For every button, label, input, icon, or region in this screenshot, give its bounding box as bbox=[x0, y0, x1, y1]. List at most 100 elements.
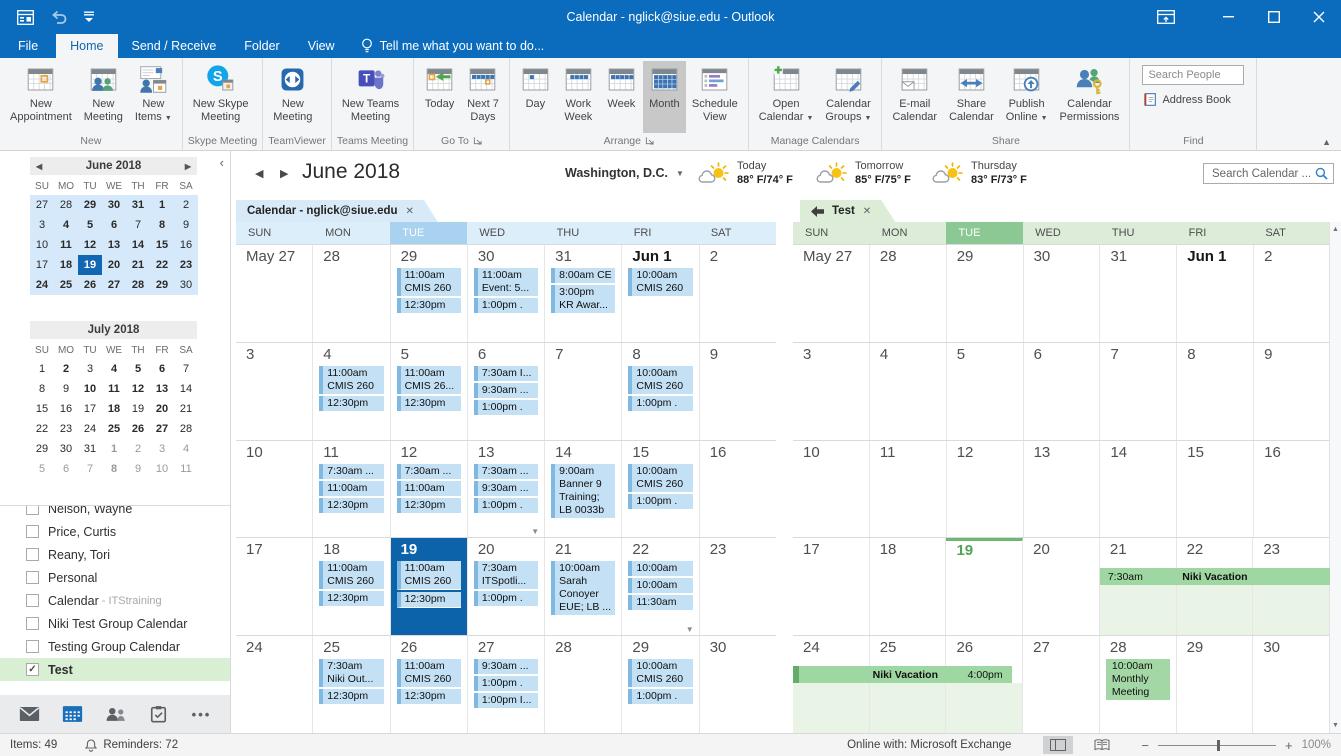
ribbon-button-share-calendar[interactable]: Share Calendar bbox=[943, 61, 1000, 133]
day-cell-may-27[interactable]: May 27 bbox=[236, 245, 314, 342]
calendar-nav-icon[interactable] bbox=[51, 695, 94, 733]
day-cell-9[interactable]: 9 bbox=[1254, 343, 1330, 440]
day-cell-31[interactable]: 31 bbox=[1100, 245, 1178, 342]
mini-day-7[interactable]: 7 bbox=[134, 219, 142, 231]
mini-day-9[interactable]: 9 bbox=[62, 383, 70, 395]
weather-location[interactable]: Washington, D.C. ▼ bbox=[565, 166, 684, 180]
mini-day-1[interactable]: 1 bbox=[38, 363, 46, 375]
checkbox[interactable] bbox=[26, 617, 39, 630]
day-cell-30[interactable]: 30 bbox=[1024, 245, 1101, 342]
mini-day-26[interactable]: 26 bbox=[83, 279, 97, 291]
mini-day-24[interactable]: 24 bbox=[83, 423, 97, 435]
day-cell-29[interactable]: 29 11:00am CMIS 260 12:30pm bbox=[391, 245, 468, 342]
ribbon-button-e-mail-calendar[interactable]: E-mail Calendar bbox=[886, 61, 943, 133]
ribbon-display-options-icon[interactable] bbox=[1143, 0, 1188, 34]
mini-day-26[interactable]: 26 bbox=[131, 423, 145, 435]
day-cell-16[interactable]: 16 bbox=[700, 441, 776, 538]
day-cell-2[interactable]: 2 bbox=[1254, 245, 1330, 342]
day-cell-30[interactable]: 30 bbox=[1253, 636, 1331, 733]
mini-day-5[interactable]: 5 bbox=[38, 463, 46, 475]
mini-day-3[interactable]: 3 bbox=[38, 219, 46, 231]
ribbon-button-calendar-permissions[interactable]: Calendar Permissions bbox=[1054, 61, 1126, 133]
event-chip[interactable]: 7:30am ... bbox=[473, 463, 539, 479]
day-cell-25[interactable]: 25 7:30am Niki Out... 12:30pm bbox=[313, 636, 391, 733]
mini-day-5[interactable]: 5 bbox=[86, 219, 94, 231]
event-chip[interactable]: 10:00am CMIS 260 bbox=[628, 268, 693, 296]
checkbox[interactable] bbox=[26, 548, 39, 561]
search-icon[interactable] bbox=[1315, 167, 1328, 180]
search-people-input[interactable] bbox=[1142, 65, 1245, 85]
tell-me-box[interactable]: Tell me what you want to do... bbox=[361, 34, 544, 58]
ribbon-button-day[interactable]: Day bbox=[514, 61, 557, 133]
mini-day-31[interactable]: 31 bbox=[131, 199, 145, 211]
day-cell-14[interactable]: 14 9:00am Banner 9 Training; LB 0033b bbox=[545, 440, 623, 538]
day-cell-7[interactable]: 7 bbox=[545, 342, 623, 440]
ribbon-button-new-items[interactable]: New Items ▼ bbox=[129, 61, 178, 133]
mini-day-12[interactable]: 12 bbox=[83, 239, 97, 251]
event-chip[interactable]: 10:00am Sarah Conoyer EUE; LB ... bbox=[551, 561, 616, 616]
event-chip[interactable]: 1:00pm . bbox=[473, 399, 539, 415]
day-cell-16[interactable]: 16 bbox=[1254, 441, 1330, 538]
event-chip[interactable]: 11:00am CMIS 260 bbox=[396, 561, 461, 591]
day-cell-28[interactable]: 28 bbox=[870, 245, 947, 342]
day-cell-23[interactable]: 23 bbox=[1253, 538, 1331, 636]
ribbon-button-new-appointment[interactable]: New Appointment bbox=[4, 61, 78, 133]
mini-day-14[interactable]: 14 bbox=[131, 239, 145, 251]
ribbon-button-publish-online[interactable]: Publish Online ▼ bbox=[1000, 61, 1054, 133]
tab-folder[interactable]: Folder bbox=[244, 39, 280, 53]
mini-day-4[interactable]: 4 bbox=[182, 443, 190, 455]
mini-day-12[interactable]: 12 bbox=[131, 383, 145, 395]
day-cell-2[interactable]: 2 bbox=[700, 245, 776, 342]
event-chip[interactable]: 12:30pm bbox=[319, 497, 384, 513]
event-chip[interactable]: 8:00am CE bbox=[551, 268, 616, 283]
close-icon[interactable]: ✕ bbox=[405, 205, 414, 217]
next-month-icon[interactable]: ▶ bbox=[184, 161, 191, 171]
event-chip[interactable]: 10:00am Monthly Meeting bbox=[1105, 659, 1170, 701]
multiday-event-bar[interactable]: Niki Vacation 4:00pm bbox=[793, 666, 1012, 684]
event-chip[interactable]: 9:30am ... bbox=[473, 382, 539, 398]
day-cell-27[interactable]: 27 bbox=[1023, 636, 1100, 733]
event-chip[interactable]: 11:00am CMIS 260 bbox=[319, 561, 384, 590]
mini-day-6[interactable]: 6 bbox=[110, 219, 118, 231]
reading-view-button[interactable] bbox=[1087, 736, 1117, 754]
mini-day-11[interactable]: 11 bbox=[60, 239, 72, 251]
search-calendar-box[interactable]: Search Calendar ... bbox=[1203, 163, 1334, 184]
mini-day-8[interactable]: 8 bbox=[158, 219, 166, 231]
mini-day-21[interactable]: 21 bbox=[179, 403, 193, 415]
ribbon-button-open-calendar[interactable]: Open Calendar ▼ bbox=[753, 61, 820, 133]
day-cell-19[interactable]: 19 11:00am CMIS 260 12:30pm bbox=[390, 538, 468, 636]
dialog-launcher-icon[interactable] bbox=[645, 136, 654, 145]
day-cell-7[interactable]: 7 bbox=[1100, 342, 1178, 440]
mini-day-28[interactable]: 28 bbox=[59, 199, 73, 211]
mini-day-21[interactable]: 21 bbox=[131, 259, 145, 271]
event-chip[interactable]: 7:30am Niki Out... bbox=[319, 659, 384, 688]
day-cell-17[interactable]: 17 bbox=[793, 538, 870, 636]
ribbon-button-schedule-view[interactable]: Schedule View bbox=[686, 61, 744, 133]
mail-nav-icon[interactable] bbox=[8, 695, 51, 733]
mini-day-17[interactable]: 17 bbox=[35, 259, 49, 271]
day-cell-28[interactable]: 28 10:00am Monthly Meeting bbox=[1100, 636, 1177, 733]
tab-file[interactable]: File bbox=[18, 39, 39, 53]
mini-day-24[interactable]: 24 bbox=[35, 279, 49, 291]
event-chip[interactable]: 11:30am bbox=[628, 595, 693, 611]
day-cell-18[interactable]: 18 bbox=[870, 538, 947, 636]
day-cell-21[interactable]: 21 10:00am Sarah Conoyer EUE; LB ... bbox=[545, 538, 623, 636]
peek-icon[interactable] bbox=[17, 9, 34, 25]
address-book-button[interactable]: Address Book bbox=[1142, 92, 1244, 107]
event-chip[interactable]: 10:00am bbox=[628, 561, 693, 577]
day-cell-26[interactable]: 26 bbox=[946, 636, 1024, 733]
event-chip[interactable]: 7:30am I... bbox=[473, 365, 539, 381]
close-icon[interactable]: ✕ bbox=[862, 205, 872, 217]
day-cell-30[interactable]: 30 bbox=[700, 636, 776, 733]
mini-day-4[interactable]: 4 bbox=[110, 363, 118, 375]
mini-day-8[interactable]: 8 bbox=[38, 383, 46, 395]
ribbon-button-new-meeting[interactable]: New Meeting bbox=[267, 61, 318, 133]
day-cell-24[interactable]: 24 bbox=[793, 636, 870, 733]
day-cell-12[interactable]: 12 7:30am ... 11:00am 12:30pm bbox=[391, 440, 468, 538]
event-chip[interactable]: 10:00am CMIS 260 bbox=[628, 463, 693, 492]
mini-day-3[interactable]: 3 bbox=[158, 443, 166, 455]
maximize-button[interactable] bbox=[1251, 0, 1296, 34]
event-chip[interactable]: 1:00pm . bbox=[628, 493, 693, 509]
day-cell-9[interactable]: 9 bbox=[700, 343, 776, 440]
mini-day-13[interactable]: 13 bbox=[155, 383, 169, 395]
